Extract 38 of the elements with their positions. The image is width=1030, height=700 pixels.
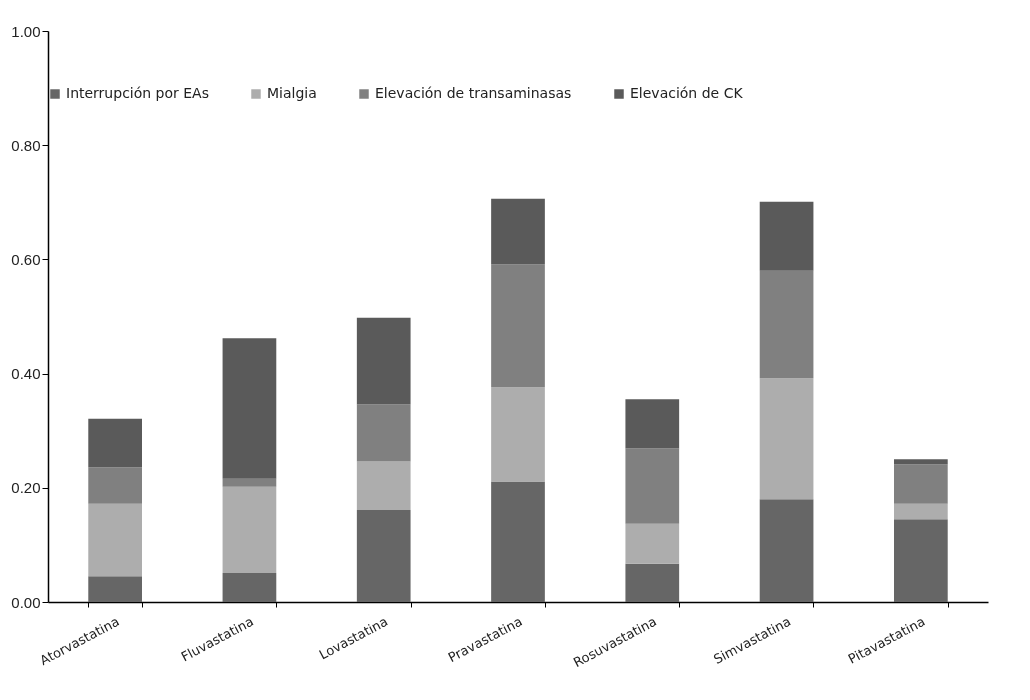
- legend-label: Elevación de CK: [630, 85, 744, 101]
- bar: [759, 499, 814, 602]
- bar: [894, 503, 948, 520]
- bar: [491, 198, 545, 265]
- bar: [222, 486, 277, 573]
- bar: [88, 467, 142, 504]
- legend-label: Elevación de transaminasas: [375, 85, 572, 101]
- bar: [356, 461, 411, 511]
- bar: [894, 459, 948, 465]
- bar: [894, 519, 948, 602]
- bar: [894, 464, 948, 504]
- bar: [759, 201, 814, 271]
- bar: [88, 418, 142, 468]
- y-tick-label: 1.00: [11, 22, 41, 40]
- bar: [491, 387, 545, 482]
- y-tick-label: 0.40: [11, 365, 41, 383]
- bar: [625, 399, 680, 449]
- bar: [625, 523, 680, 564]
- bar: [88, 576, 142, 602]
- bar: [759, 270, 814, 379]
- bar: [491, 264, 545, 388]
- y-tick-label: 0.80: [11, 136, 41, 154]
- bar: [356, 404, 411, 462]
- bar: [356, 317, 411, 405]
- y-tick-label: 0.60: [11, 250, 41, 268]
- y-tick-label: 0.20: [11, 479, 41, 497]
- bar: [491, 481, 545, 602]
- bar: [222, 338, 277, 479]
- legend-label: Interrupción por EAs: [66, 85, 209, 101]
- legend-label: Mialgia: [267, 85, 317, 101]
- bar: [88, 503, 142, 577]
- bar: [222, 572, 277, 602]
- bar: [625, 448, 680, 524]
- bar: [222, 478, 277, 487]
- bar: [356, 510, 411, 602]
- bar: [625, 563, 680, 602]
- bar: [759, 378, 814, 500]
- y-tick-label: 0.00: [11, 593, 41, 611]
